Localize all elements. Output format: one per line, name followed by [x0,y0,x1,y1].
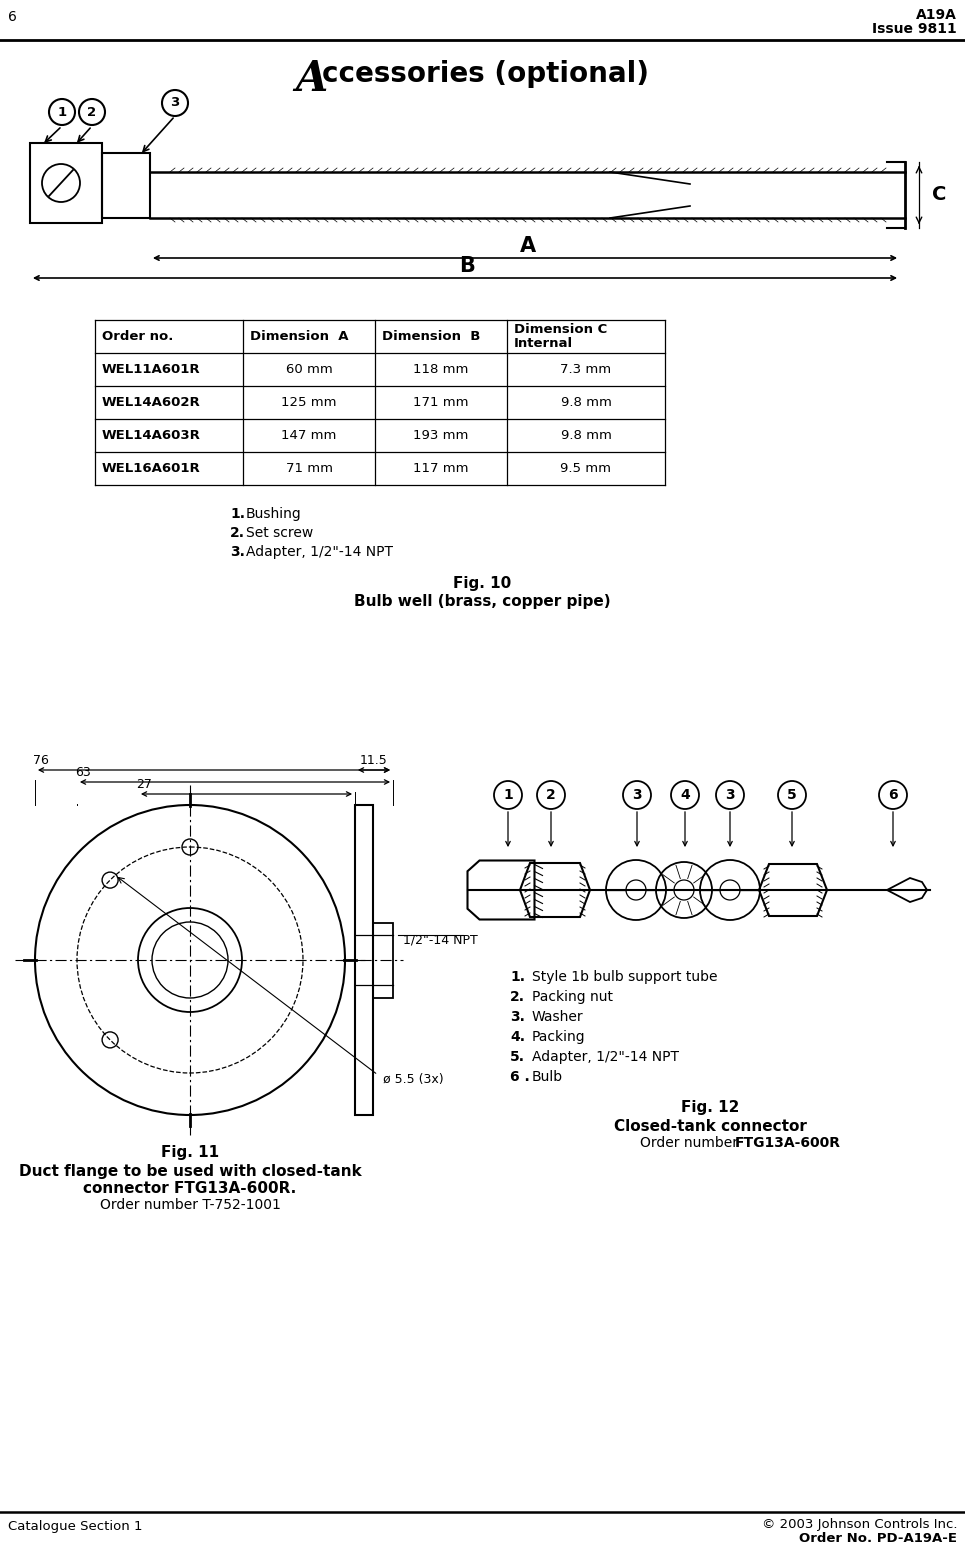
Text: A: A [519,235,536,255]
Text: Order number T-752-1001: Order number T-752-1001 [99,1198,281,1212]
Text: 2: 2 [546,788,556,802]
Text: 4.: 4. [510,1029,525,1043]
Text: FTG13A-600R: FTG13A-600R [735,1136,841,1150]
Text: Washer: Washer [532,1009,584,1023]
Text: 2: 2 [88,105,96,119]
Text: Catalogue Section 1: Catalogue Section 1 [8,1520,143,1533]
Text: 1.: 1. [510,971,525,985]
Text: B: B [459,255,476,276]
Bar [30,142,102,223]
Bar [102,153,150,218]
Text: 1: 1 [58,105,67,119]
Text: 3.: 3. [510,1009,525,1023]
Text: Order No. PD-A19A-E: Order No. PD-A19A-E [799,1533,957,1545]
Text: ø 5.5 (3x): ø 5.5 (3x) [383,1073,444,1087]
Text: 60 mm: 60 mm [286,362,332,376]
Text: Dimension C: Dimension C [514,324,607,336]
Text: 3: 3 [725,788,734,802]
Text: 9.8 mm: 9.8 mm [561,429,612,443]
Text: Internal: Internal [514,337,573,350]
Text: Order no.: Order no. [102,330,174,344]
Text: Fig. 10: Fig. 10 [453,576,511,591]
Text: WEL14A602R: WEL14A602R [102,396,201,409]
Text: 76: 76 [33,754,49,766]
Text: 171 mm: 171 mm [413,396,469,409]
Text: 147 mm: 147 mm [282,429,337,443]
Text: 7.3 mm: 7.3 mm [561,362,612,376]
Text: WEL14A603R: WEL14A603R [102,429,201,443]
Text: 9.5 mm: 9.5 mm [561,461,612,475]
Bar [355,805,373,1115]
Text: 3: 3 [632,788,642,802]
Bar [373,923,393,997]
Text: 27: 27 [136,779,152,791]
Text: Adapter, 1/2"-14 NPT: Adapter, 1/2"-14 NPT [532,1050,679,1063]
Text: Fig. 11: Fig. 11 [161,1146,219,1159]
Text: WEL16A601R: WEL16A601R [102,461,201,475]
Text: 4: 4 [680,788,690,802]
Text: 125 mm: 125 mm [281,396,337,409]
Text: 2.: 2. [230,526,245,540]
Text: WEL11A601R: WEL11A601R [102,362,201,376]
Text: 63: 63 [75,766,91,779]
Text: Style 1b bulb support tube: Style 1b bulb support tube [532,971,718,985]
Text: 3: 3 [171,96,179,110]
Text: 118 mm: 118 mm [413,362,469,376]
Text: connector FTG13A-600R.: connector FTG13A-600R. [83,1181,296,1197]
Text: Bushing: Bushing [246,508,302,522]
Text: Order number: Order number [640,1136,742,1150]
Text: Packing: Packing [532,1029,586,1043]
Text: Adapter, 1/2"-14 NPT: Adapter, 1/2"-14 NPT [246,545,393,559]
Text: Bulb: Bulb [532,1070,564,1084]
Text: 117 mm: 117 mm [413,461,469,475]
Text: Bulb well (brass, copper pipe): Bulb well (brass, copper pipe) [354,594,610,608]
Text: A19A: A19A [916,8,957,22]
Text: 1: 1 [503,788,512,802]
Text: 5.: 5. [510,1050,525,1063]
Text: 5: 5 [787,788,797,802]
Text: 6: 6 [8,9,16,25]
Text: Dimension  A: Dimension A [250,330,348,344]
Text: 193 mm: 193 mm [413,429,469,443]
Text: Issue 9811: Issue 9811 [872,22,957,36]
Text: Dimension  B: Dimension B [382,330,481,344]
Text: 3.: 3. [230,545,245,559]
Text: Duct flange to be used with closed-tank: Duct flange to be used with closed-tank [18,1164,361,1180]
Text: 6 .: 6 . [510,1070,530,1084]
Text: 2.: 2. [510,991,525,1005]
Text: C: C [932,186,947,204]
Text: 1/2"-14 NPT: 1/2"-14 NPT [403,933,478,946]
Text: 6: 6 [888,788,897,802]
Text: Packing nut: Packing nut [532,991,613,1005]
Text: A: A [295,57,327,101]
Text: 9.8 mm: 9.8 mm [561,396,612,409]
Text: 1.: 1. [230,508,245,522]
Text: 71 mm: 71 mm [286,461,333,475]
Text: 11.5: 11.5 [360,754,388,766]
Text: Set screw: Set screw [246,526,314,540]
Text: ccessories (optional): ccessories (optional) [322,60,649,88]
Text: Closed-tank connector: Closed-tank connector [614,1119,807,1135]
Text: © 2003 Johnson Controls Inc.: © 2003 Johnson Controls Inc. [761,1519,957,1531]
Text: Fig. 12: Fig. 12 [681,1101,739,1115]
